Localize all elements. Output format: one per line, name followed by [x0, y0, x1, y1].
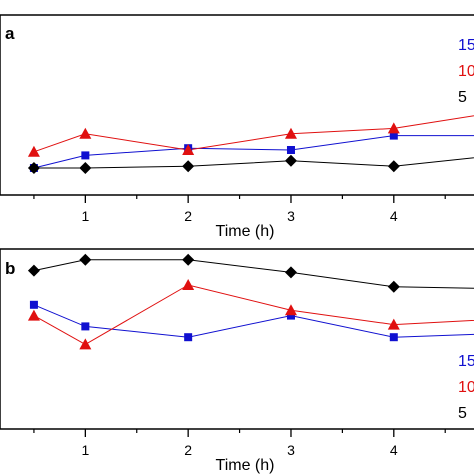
data-point-15	[81, 151, 90, 160]
x-axis: 1 2 3 4	[33, 195, 446, 224]
data-point-5	[182, 253, 195, 266]
data-point-10	[387, 318, 400, 330]
panel-label: b	[5, 259, 15, 278]
panel-b: b 1 2 3 4 15 10 5 Time (h)	[0, 248, 474, 474]
x-axis-label: Time (h)	[216, 457, 275, 474]
series-line-10	[33, 115, 474, 153]
series-lines	[33, 259, 474, 345]
series-line-15	[33, 135, 474, 169]
data-point-5	[182, 160, 195, 173]
series-line-15	[33, 304, 474, 338]
data-point-5	[79, 162, 92, 174]
legend: 15 10 5	[458, 37, 474, 106]
data-point-10	[387, 122, 400, 134]
data-point-5	[27, 162, 40, 174]
x-tick-label: 4	[390, 208, 398, 224]
data-point-10	[27, 309, 40, 321]
data-point-10	[284, 127, 297, 139]
data-point-5	[284, 154, 297, 167]
data-point-10	[79, 338, 92, 350]
x-tick-label: 2	[184, 442, 192, 458]
x-tick-label: 4	[390, 442, 398, 458]
series-lines	[33, 115, 474, 169]
data-point-5	[284, 266, 297, 279]
x-axis-label: Time (h)	[216, 223, 275, 240]
data-point-15	[184, 333, 193, 342]
data-point-15	[286, 311, 295, 320]
data-point-5	[387, 160, 400, 173]
series-markers	[27, 253, 400, 350]
data-point-15	[389, 333, 398, 342]
panel-a: a 1 2 3 4 15 10 5 Time (h)	[0, 14, 474, 240]
series-line-5	[33, 259, 474, 289]
data-point-5	[387, 280, 400, 293]
legend-entry-5: 5	[458, 89, 467, 106]
data-point-10	[182, 279, 195, 290]
x-tick-label: 1	[81, 442, 89, 458]
series-markers	[27, 122, 400, 174]
x-tick-label: 2	[184, 208, 192, 224]
x-axis: 1 2 3 4	[33, 429, 446, 458]
data-point-15	[81, 322, 90, 331]
legend: 15 10 5	[458, 353, 474, 422]
x-tick-label: 3	[287, 208, 295, 224]
data-point-10	[284, 304, 297, 316]
x-tick-label: 3	[287, 442, 295, 458]
panel-label: a	[5, 24, 15, 43]
legend-entry-15: 15	[458, 353, 474, 370]
data-point-5	[79, 253, 92, 266]
legend-entry-15: 15	[458, 37, 474, 54]
series-line-10	[33, 284, 474, 345]
legend-entry-10: 10	[458, 63, 474, 80]
x-tick-label: 1	[81, 208, 89, 224]
legend-entry-5: 5	[458, 405, 467, 422]
legend-entry-10: 10	[458, 379, 474, 396]
data-point-15	[29, 300, 38, 309]
plot-frame	[0, 248, 474, 430]
data-point-10	[79, 127, 92, 139]
data-point-10	[182, 144, 195, 155]
data-point-15	[389, 131, 398, 140]
data-point-5	[27, 264, 40, 277]
data-point-15	[286, 146, 295, 154]
data-point-10	[27, 145, 40, 157]
series-line-5	[33, 157, 474, 169]
